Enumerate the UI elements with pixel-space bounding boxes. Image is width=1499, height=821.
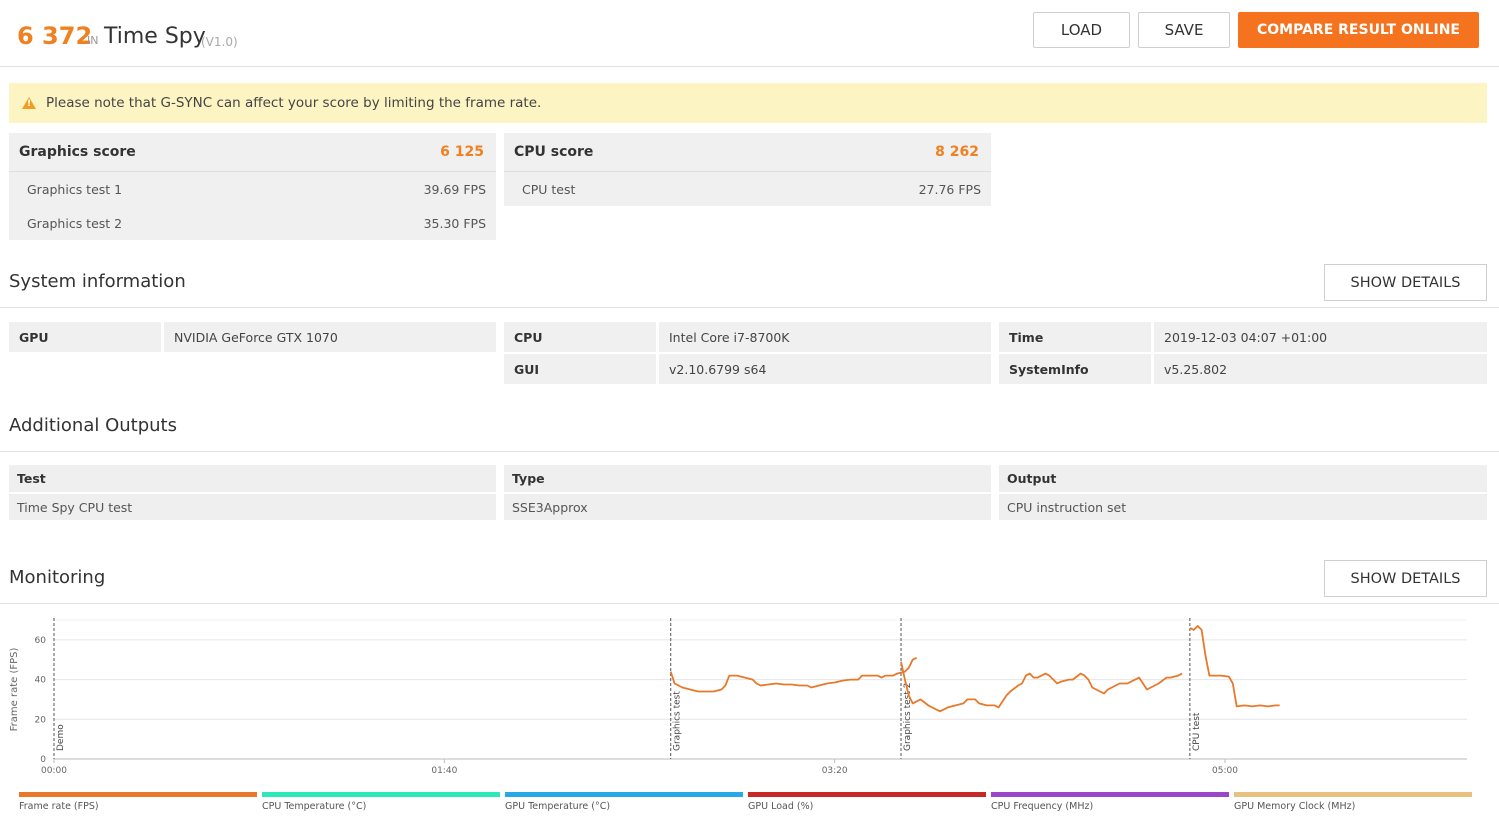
systeminfo-key: SystemInfo	[999, 354, 1151, 384]
cpu-key: CPU	[504, 322, 656, 352]
y-tick-label: 40	[35, 676, 47, 686]
x-tick-label: 05:00	[1212, 766, 1238, 776]
gsync-notice: ! Please note that G-SYNC can affect you…	[9, 83, 1487, 123]
graphics-test-row: Graphics test 2 35.30 FPS	[9, 206, 496, 240]
system-show-details-button[interactable]: SHOW DETAILS	[1324, 264, 1487, 301]
graphics-score-label: Graphics score	[19, 144, 136, 160]
legend-item[interactable]: CPU Frequency (MHz)	[991, 792, 1229, 818]
legend-label: GPU Load (%)	[748, 801, 814, 812]
header-divider	[0, 66, 1499, 67]
legend-color-swatch	[505, 792, 743, 797]
x-tick-label: 00:00	[41, 766, 67, 776]
benchmark-name: Time Spy	[104, 24, 206, 49]
notice-text: Please note that G-SYNC can affect your …	[46, 95, 542, 111]
warning-icon: !	[22, 97, 36, 109]
test-marker-label: CPU test	[1192, 712, 1202, 751]
gui-key: GUI	[504, 354, 656, 384]
additional-outputs-title: Additional Outputs	[9, 415, 177, 436]
cpu-score-value: 8 262	[935, 144, 979, 160]
legend-label: Frame rate (FPS)	[19, 801, 99, 812]
outputs-type-value: SSE3Approx	[504, 494, 991, 520]
gpu-key: GPU	[9, 322, 161, 352]
frame-rate-series-line	[900, 661, 1183, 713]
outputs-header-output: Output	[999, 465, 1487, 493]
legend-item[interactable]: GPU Memory Clock (MHz)	[1234, 792, 1472, 818]
graphics-score-value: 6 125	[440, 144, 484, 160]
legend-color-swatch	[262, 792, 500, 797]
y-tick-label: 20	[35, 715, 47, 725]
test-marker-label: Graphics test 2	[903, 683, 913, 751]
legend-color-swatch	[1234, 792, 1472, 797]
x-tick-label: 01:40	[431, 766, 457, 776]
legend-item[interactable]: GPU Load (%)	[748, 792, 986, 818]
legend-color-swatch	[748, 792, 986, 797]
test-name: Graphics test 2	[27, 215, 123, 231]
legend-label: GPU Memory Clock (MHz)	[1234, 801, 1356, 812]
test-value: 39.69 FPS	[423, 181, 486, 197]
outputs-output-value: CPU instruction set	[999, 494, 1487, 520]
y-tick-label: 60	[35, 636, 47, 646]
cpu-score-panel: CPU score 8 262 CPU test 27.76 FPS	[504, 133, 991, 206]
test-name: CPU test	[522, 181, 576, 197]
legend-label: CPU Frequency (MHz)	[991, 801, 1094, 812]
monitoring-show-details-button[interactable]: SHOW DETAILS	[1324, 560, 1487, 597]
cpu-score-label: CPU score	[514, 144, 594, 160]
cpu-score-header: CPU score 8 262	[504, 133, 991, 172]
system-information-title: System information	[9, 271, 186, 292]
outputs-header-type: Type	[504, 465, 991, 493]
test-value: 27.76 FPS	[918, 181, 981, 197]
test-value: 35.30 FPS	[423, 215, 486, 231]
gpu-value: NVIDIA GeForce GTX 1070	[164, 322, 496, 352]
legend-label: CPU Temperature (°C)	[262, 801, 367, 812]
legend-color-swatch	[19, 792, 257, 797]
time-value: 2019-12-03 04:07 +01:00	[1154, 322, 1487, 352]
outputs-header-test: Test	[9, 465, 496, 493]
overall-score: 6 372	[17, 22, 93, 50]
section-divider	[0, 603, 1499, 604]
gui-value: v2.10.6799 s64	[659, 354, 991, 384]
cpu-value: Intel Core i7-8700K	[659, 322, 991, 352]
legend-item[interactable]: CPU Temperature (°C)	[262, 792, 500, 818]
test-marker-label: Graphics test	[673, 691, 683, 751]
legend-item[interactable]: Frame rate (FPS)	[19, 792, 257, 818]
y-axis-label: Frame rate (FPS)	[9, 648, 20, 732]
section-divider	[0, 307, 1499, 308]
graphics-score-header: Graphics score 6 125	[9, 133, 496, 172]
systeminfo-value: v5.25.802	[1154, 354, 1487, 384]
cpu-test-row: CPU test 27.76 FPS	[504, 172, 991, 206]
frame-rate-chart: 0 20 40 60 Frame rate (FPS) 00:00 01:40 03:20 05…	[9, 618, 1467, 776]
frame-rate-series-line	[669, 656, 918, 693]
time-key: Time	[999, 322, 1151, 352]
load-button[interactable]: LOAD	[1033, 12, 1130, 48]
save-button[interactable]: SAVE	[1138, 12, 1230, 48]
monitoring-title: Monitoring	[9, 567, 106, 588]
test-marker-label: Demo	[56, 724, 66, 751]
compare-result-online-button[interactable]: COMPARE RESULT ONLINE	[1238, 12, 1479, 48]
section-divider	[0, 451, 1499, 452]
legend-color-swatch	[991, 792, 1229, 797]
x-tick-label: 03:20	[822, 766, 848, 776]
test-name: Graphics test 1	[27, 181, 123, 197]
outputs-test-value: Time Spy CPU test	[9, 494, 496, 520]
y-tick-label: 0	[40, 755, 46, 765]
benchmark-version: (V1.0)	[201, 35, 238, 49]
graphics-test-row: Graphics test 1 39.69 FPS	[9, 172, 496, 206]
legend-label: GPU Temperature (°C)	[505, 801, 611, 812]
score-in-label: IN	[87, 34, 99, 47]
legend-item[interactable]: GPU Temperature (°C)	[505, 792, 743, 818]
graphics-score-panel: Graphics score 6 125 Graphics test 1 39.…	[9, 133, 496, 240]
frame-rate-series-line	[1189, 625, 1280, 708]
